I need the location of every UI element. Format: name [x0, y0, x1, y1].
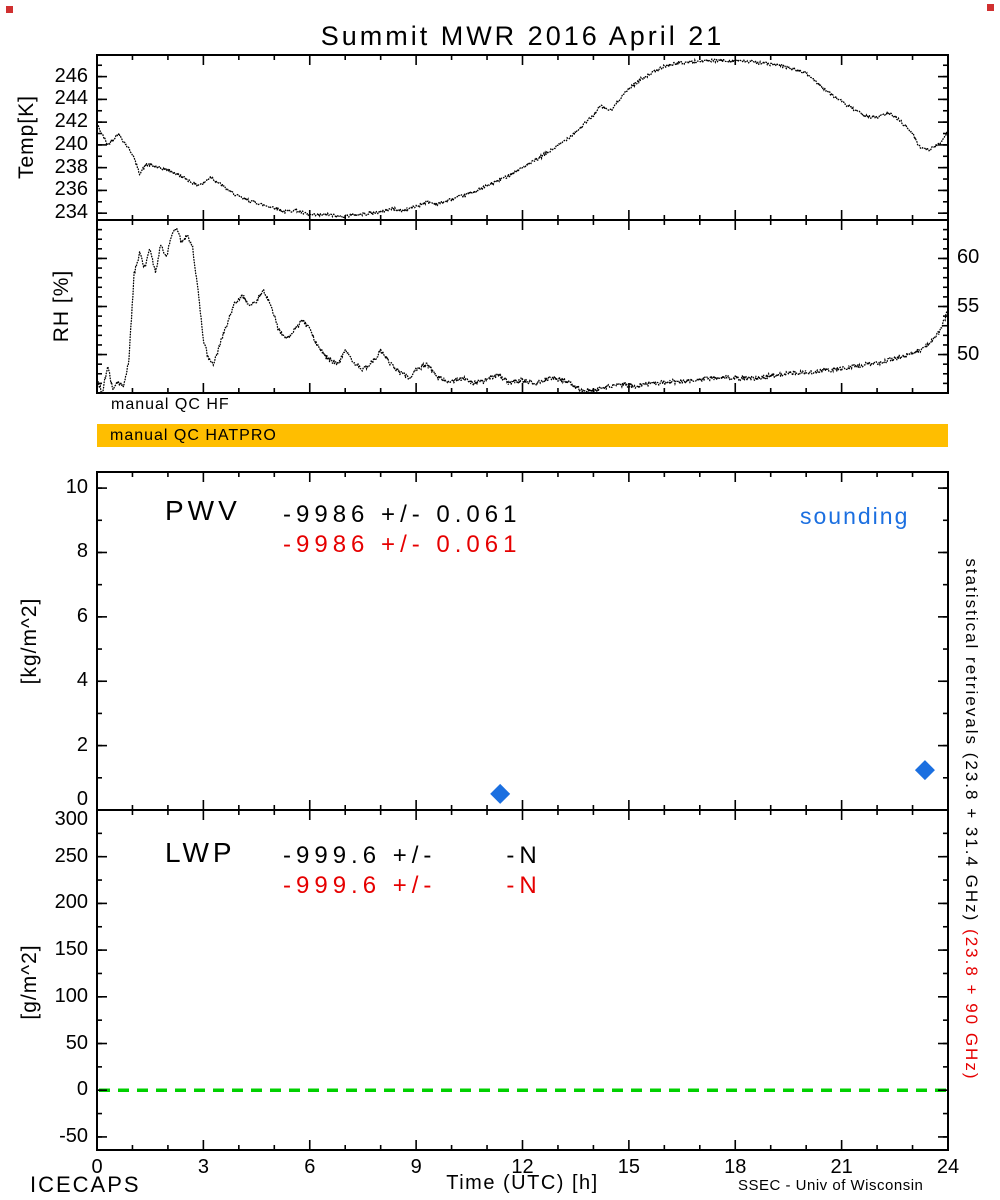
tick-label: 250 — [54, 844, 88, 867]
tick-label: 234 — [54, 201, 88, 224]
qc-hf-label: manual QC HF — [111, 396, 230, 413]
x-axis-label: Time (UTC) [h] — [446, 1172, 599, 1194]
qc-hatpro-label: manual QC HATPRO — [110, 426, 277, 444]
tick-label: 55 — [957, 294, 980, 317]
rh-axis-label: RH [%] — [49, 269, 73, 343]
pwv-stat-black: -9986 +/- 0.061 — [283, 501, 522, 528]
tick-label: 242 — [54, 110, 88, 133]
tick-label: 9 — [410, 1156, 422, 1178]
tick-label: 6 — [304, 1156, 316, 1178]
tick-label: 0 — [76, 788, 88, 810]
tick-label: 246 — [54, 64, 88, 87]
chart-title: Summit MWR 2016 April 21 — [320, 21, 725, 51]
lwp-series-label: LWP — [165, 837, 236, 868]
tick-label: 200 — [54, 891, 88, 914]
tick-label: 4 — [76, 669, 88, 692]
corner-mark — [6, 6, 13, 13]
sounding-diamond-marker — [914, 760, 935, 781]
tick-label: 100 — [54, 984, 88, 1007]
tick-label: -50 — [59, 1124, 88, 1147]
tick-label: 244 — [54, 87, 88, 110]
sounding-diamond-marker — [490, 783, 511, 804]
footer-right: SSEC - Univ of Wisconsin — [738, 1177, 924, 1194]
pwv-series-label: PWV — [165, 495, 241, 526]
qc-hatpro-bar: manual QC HATPRO — [97, 424, 948, 447]
pwv-stat-red: -9986 +/- 0.061 — [283, 531, 522, 558]
tick-label: 150 — [54, 938, 88, 961]
corner-mark — [987, 4, 994, 11]
tick-label: 50 — [957, 342, 980, 365]
sounding-legend: sounding — [800, 503, 910, 529]
tick-label: 238 — [54, 155, 88, 178]
tick-label: 8 — [76, 540, 88, 563]
right-side-label-black: statistical retrievals (23.8 + 31.4 GHz) — [961, 558, 981, 923]
lwp-axis-label: [g/m^2] — [17, 944, 41, 1020]
tick-label: 18 — [724, 1156, 747, 1178]
tick-label: 60 — [957, 246, 980, 269]
tick-label: 21 — [830, 1156, 853, 1178]
tick-label: 236 — [54, 178, 88, 201]
tick-label: 50 — [65, 1031, 88, 1054]
tick-label: 3 — [197, 1156, 209, 1178]
tick-label: 240 — [54, 132, 88, 155]
footer-left: ICECAPS — [30, 1172, 141, 1197]
temp-axis-label: Temp[K] — [14, 94, 38, 180]
tick-label: 10 — [65, 476, 88, 499]
right-side-label-red: (23.8 + 90 GHz) — [961, 922, 981, 1081]
tick-label: 300 — [54, 808, 88, 830]
tick-label: 6 — [76, 604, 88, 627]
lwp-stat-black: -999.6 +/- -N — [283, 842, 542, 869]
tick-label: 0 — [91, 1156, 103, 1178]
pwv-axis-label: [kg/m^2] — [17, 597, 41, 685]
right-side-label: statistical retrievals (23.8 + 31.4 GHz)… — [944, 532, 998, 1081]
lwp-stat-red: -999.6 +/- -N — [283, 872, 542, 899]
tick-label: 2 — [76, 733, 88, 756]
tick-label: 0 — [76, 1078, 88, 1101]
tick-label: 12 — [511, 1156, 534, 1178]
tick-label: 15 — [617, 1156, 640, 1178]
tick-label: 24 — [936, 1156, 960, 1178]
